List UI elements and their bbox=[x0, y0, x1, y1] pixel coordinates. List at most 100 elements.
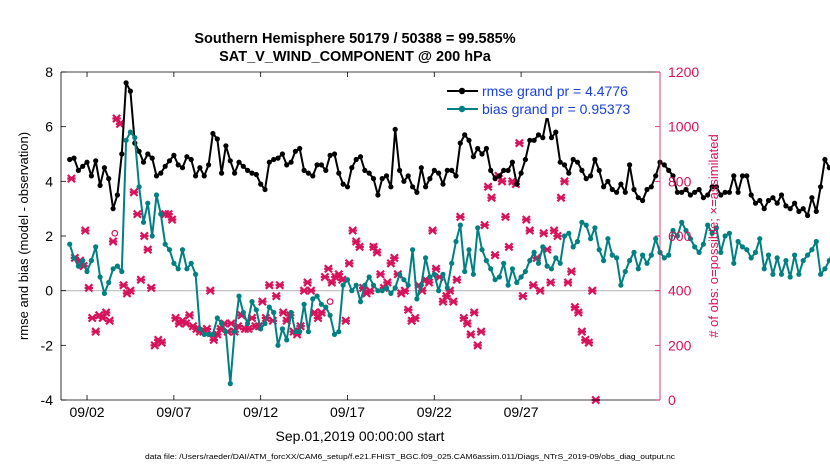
rmse-point bbox=[822, 156, 828, 163]
bias-point bbox=[344, 277, 351, 283]
bias-point bbox=[444, 285, 450, 291]
bias-point bbox=[492, 277, 498, 283]
bias-point bbox=[696, 249, 702, 255]
y-left-tick-label: 2 bbox=[45, 228, 53, 244]
bias-point bbox=[214, 315, 220, 321]
rmse-point bbox=[696, 186, 702, 193]
y-left-tick-label: -4 bbox=[41, 392, 54, 408]
obs-assimilated-marker bbox=[386, 258, 396, 268]
rmse-point bbox=[418, 165, 424, 171]
rmse-point bbox=[179, 165, 186, 171]
bias-point bbox=[635, 266, 641, 272]
bias-point bbox=[370, 282, 377, 288]
obs-assimilated-marker bbox=[528, 280, 538, 290]
rmse-point bbox=[648, 184, 654, 190]
obs-assimilated-marker bbox=[549, 226, 559, 235]
bias-point bbox=[462, 268, 468, 275]
bias-point bbox=[813, 238, 819, 245]
bias-point bbox=[731, 260, 737, 266]
y-right-tick-label: 0 bbox=[668, 392, 676, 408]
bias-point bbox=[158, 211, 164, 217]
legend-bias-label: bias grand pr = 0.95373 bbox=[482, 101, 630, 117]
rmse-point bbox=[219, 170, 225, 176]
rmse-point bbox=[492, 176, 498, 182]
rmse-point bbox=[249, 170, 255, 176]
obs-assimilated-marker bbox=[344, 258, 354, 268]
bias-point bbox=[805, 252, 811, 258]
bias-point bbox=[579, 219, 585, 225]
bias-point bbox=[166, 247, 173, 253]
obs-assimilated-marker bbox=[205, 286, 215, 296]
bias-point bbox=[792, 252, 798, 258]
rmse-point bbox=[271, 156, 277, 163]
bias-point bbox=[566, 230, 572, 236]
rmse-point bbox=[653, 173, 659, 179]
rmse-point bbox=[436, 170, 442, 176]
bias-point bbox=[522, 268, 529, 275]
rmse-point bbox=[193, 173, 199, 179]
bias-point bbox=[340, 282, 346, 288]
obs-assimilated-marker bbox=[584, 338, 594, 347]
rmse-point bbox=[800, 206, 806, 212]
bias-point bbox=[153, 192, 160, 198]
legend-box bbox=[443, 80, 653, 118]
bias-point bbox=[292, 329, 298, 335]
rmse-point bbox=[392, 126, 398, 132]
bias-point bbox=[601, 258, 607, 264]
bias-point bbox=[653, 236, 659, 242]
bias-point bbox=[483, 258, 489, 264]
bias-point bbox=[197, 326, 203, 332]
bias-point bbox=[362, 282, 368, 288]
bias-point bbox=[674, 233, 681, 239]
rmse-point bbox=[548, 135, 555, 141]
bias-point bbox=[210, 331, 216, 337]
rmse-point bbox=[744, 173, 750, 179]
bias-point bbox=[227, 381, 233, 387]
rmse-point bbox=[770, 195, 776, 201]
bias-point bbox=[366, 274, 372, 280]
rmse-point bbox=[305, 170, 311, 176]
rmse-point bbox=[540, 135, 546, 141]
bias-point bbox=[132, 135, 138, 141]
rmse-point bbox=[670, 173, 676, 179]
bias-point bbox=[514, 279, 520, 286]
bias-point bbox=[379, 288, 385, 294]
obs-assimilated-marker bbox=[143, 245, 153, 255]
bias-point bbox=[414, 296, 420, 302]
bias-point bbox=[818, 271, 824, 277]
obs-assimilated-marker bbox=[334, 269, 344, 279]
rmse-point bbox=[357, 154, 364, 160]
rmse-point bbox=[826, 165, 830, 171]
y-left-tick-label: 8 bbox=[45, 64, 53, 80]
obs-assimilated-marker bbox=[275, 280, 285, 290]
bias-point bbox=[752, 249, 759, 255]
rmse-point bbox=[718, 192, 724, 198]
bias-point bbox=[349, 288, 355, 294]
obs-assimilated-marker bbox=[570, 302, 580, 312]
bias-point bbox=[535, 260, 542, 266]
bias-point bbox=[71, 255, 77, 261]
rmse-point bbox=[184, 154, 190, 160]
bias-point bbox=[574, 238, 581, 245]
obs-assimilated-marker bbox=[126, 286, 135, 296]
obs-assimilated-marker bbox=[348, 226, 358, 235]
bias-point bbox=[783, 258, 789, 264]
rmse-point bbox=[171, 152, 177, 158]
rmse-point bbox=[462, 132, 468, 138]
rmse-point bbox=[531, 137, 537, 143]
bias-point bbox=[509, 266, 515, 272]
bias-point bbox=[687, 236, 694, 242]
rmse-point bbox=[201, 173, 207, 179]
bias-point bbox=[392, 285, 398, 291]
y-right-tick-label: 1200 bbox=[668, 64, 699, 80]
y-right-tick-label: 800 bbox=[668, 173, 692, 189]
x-tick-label: 09/22 bbox=[417, 404, 452, 420]
bias-point bbox=[375, 288, 381, 294]
bias-point bbox=[149, 233, 155, 239]
rmse-point bbox=[397, 167, 403, 173]
obs-assimilated-marker bbox=[376, 269, 385, 279]
bias-point bbox=[179, 247, 186, 253]
rmse-point bbox=[787, 206, 793, 212]
rmse-point bbox=[123, 80, 129, 86]
bias-point bbox=[193, 271, 199, 277]
